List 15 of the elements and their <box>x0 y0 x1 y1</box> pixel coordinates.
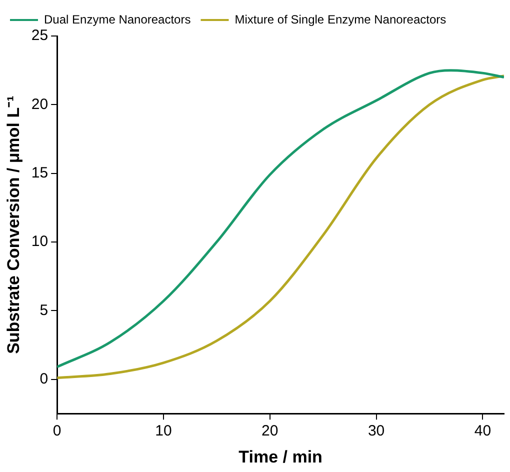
legend-label: Dual Enzyme Nanoreactors <box>44 12 191 26</box>
x-tick-label: 0 <box>52 422 62 440</box>
x-axis-title: Time / min <box>238 447 322 466</box>
legend-label: Mixture of Single Enzyme Nanoreactors <box>234 12 446 26</box>
x-tick-label: 20 <box>262 422 278 440</box>
y-tick-label: 0 <box>40 370 48 388</box>
y-tick-label: 15 <box>31 164 48 182</box>
y-axis-title: Substrate Conversion / μmol L⁻¹ <box>4 95 23 354</box>
x-tick-label: 30 <box>368 422 385 440</box>
x-tick-label: 10 <box>155 422 172 440</box>
y-tick-label: 20 <box>31 96 48 113</box>
x-tick-label: 40 <box>474 422 492 440</box>
y-tick-label: 5 <box>40 302 48 319</box>
y-tick-label: 10 <box>31 233 48 250</box>
y-tick-label: 25 <box>31 27 48 44</box>
